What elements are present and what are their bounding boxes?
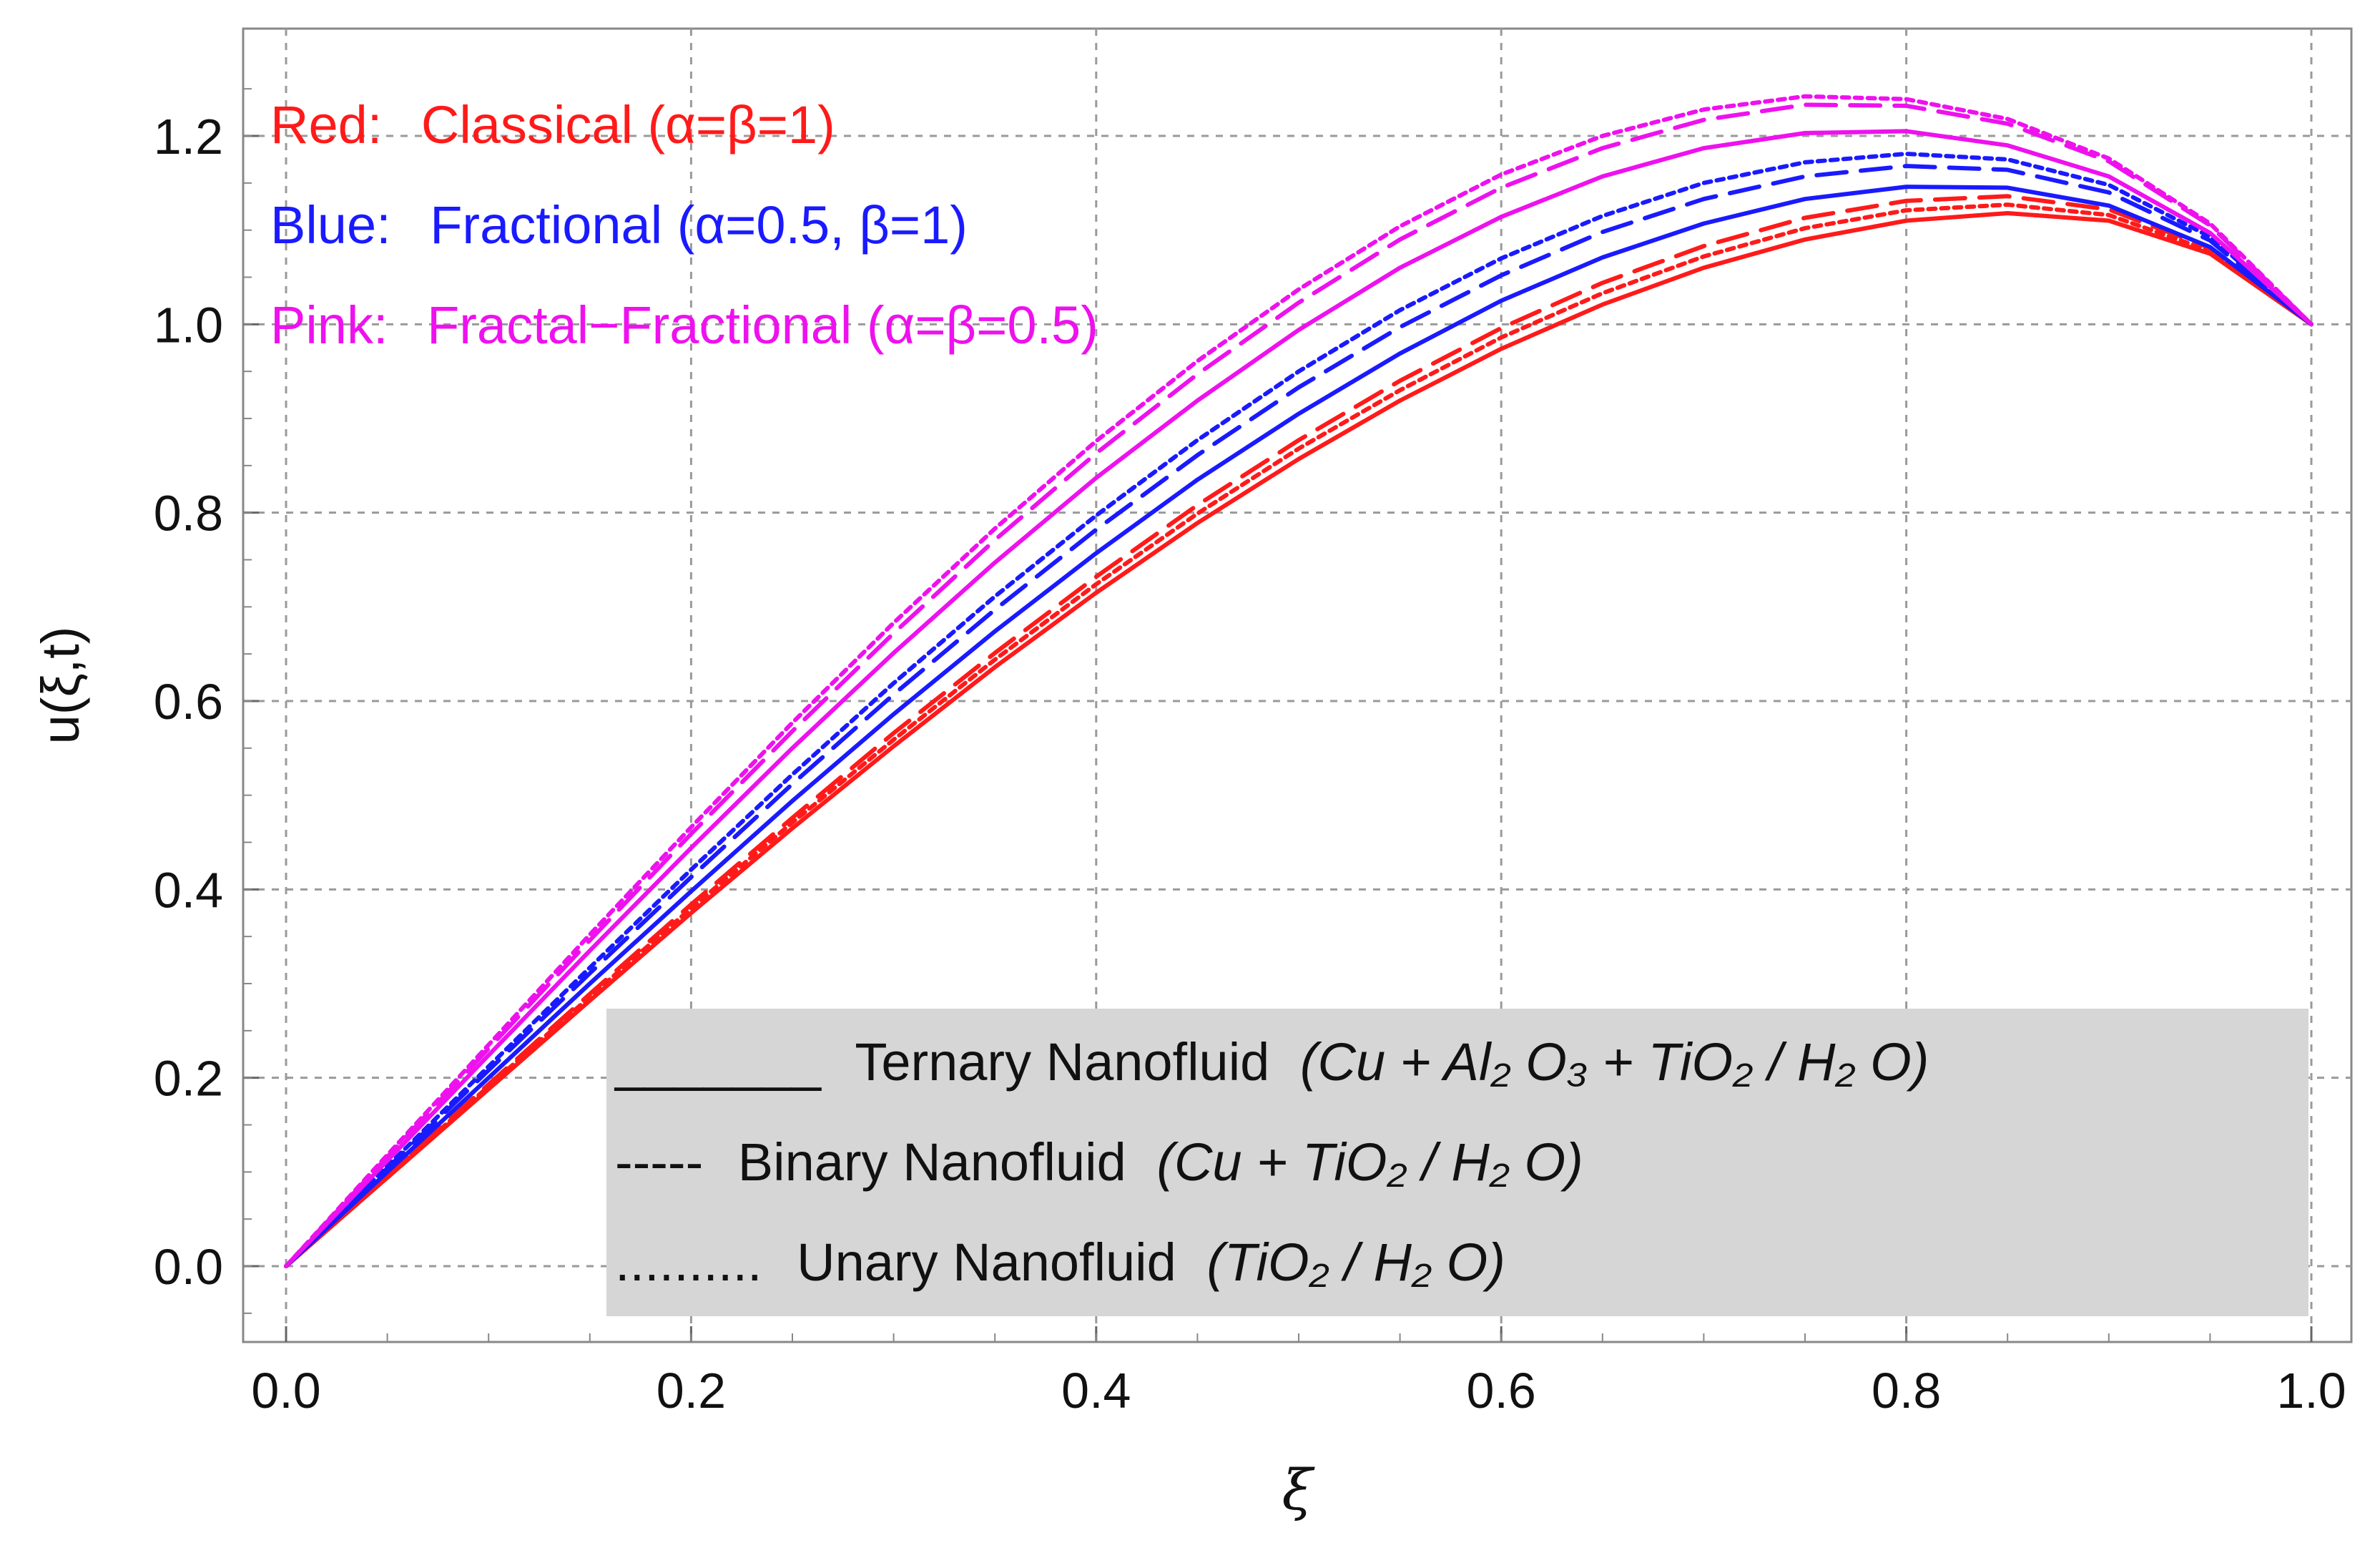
color-note-blue-label: Blue: — [270, 195, 391, 255]
series-lines — [284, 94, 2313, 1268]
legend-symbol-binary: ----- — [615, 1132, 703, 1192]
legend: _______ Ternary Nanofluid (Cu + Al₂ O₃ +… — [606, 1009, 2308, 1316]
series-line — [284, 102, 2313, 1268]
x-tick-label: 0.8 — [1872, 1363, 1941, 1419]
legend-label-unary: Unary Nanofluid — [797, 1233, 1176, 1292]
series-line — [284, 152, 2313, 1268]
y-tick-label: 0.2 — [154, 1051, 223, 1107]
x-tick-label: 0.4 — [1061, 1363, 1131, 1419]
x-axis-label: ξ — [1282, 1459, 1316, 1523]
legend-entry-binary: ----- Binary Nanofluid (Cu + TiO₂ / H₂ O… — [615, 1132, 1583, 1192]
color-note-blue-text: Fractional (α=0.5, β=1) — [430, 195, 968, 255]
y-axis-label: u(ξ,t) — [31, 627, 90, 745]
x-tick-label: 0.2 — [657, 1363, 726, 1419]
series-line — [284, 164, 2313, 1268]
y-tick-label: 1.0 — [154, 297, 223, 353]
color-note-pink: Pink: Fractal−Fractional (α=β=0.5) — [270, 295, 1098, 355]
legend-label-binary: Binary Nanofluid — [738, 1132, 1126, 1192]
legend-entry-unary: .......... Unary Nanofluid (TiO₂ / H₂ O) — [615, 1233, 1505, 1292]
x-tick-label: 0.0 — [251, 1363, 320, 1419]
series-line — [284, 211, 2313, 1268]
color-note-red-label: Red: — [270, 95, 382, 155]
legend-label-ternary: Ternary Nanofluid — [855, 1032, 1269, 1092]
legend-symbol-ternary: _______ — [614, 1032, 822, 1092]
color-note-red: Red: Classical (α=β=1) — [270, 95, 835, 155]
legend-formula-unary: (TiO₂ / H₂ O) — [1206, 1233, 1505, 1292]
axis-ticks: 0.0 0.2 0.4 0.6 0.8 1.0 0.0 0.2 0.4 0.6 0.8 1.0 1.2 — [154, 88, 2346, 1419]
legend-formula-binary: (Cu + TiO₂ / H₂ O) — [1156, 1132, 1583, 1192]
legend-symbol-unary: .......... — [615, 1233, 762, 1292]
y-tick-label: 0.8 — [154, 486, 223, 542]
color-note-pink-label: Pink: — [270, 295, 388, 355]
legend-box — [606, 1009, 2308, 1316]
legend-entry-ternary: _______ Ternary Nanofluid (Cu + Al₂ O₃ +… — [614, 1032, 1929, 1092]
color-notes: Red: Classical (α=β=1) Blue: Fractional … — [270, 95, 1098, 355]
x-tick-label: 0.6 — [1467, 1363, 1536, 1419]
x-tick-label: 1.0 — [2276, 1363, 2346, 1419]
y-tick-label: 0.4 — [154, 862, 223, 918]
color-note-pink-text: Fractal−Fractional (α=β=0.5) — [427, 295, 1098, 355]
series-line — [284, 185, 2313, 1268]
y-tick-label: 1.2 — [154, 109, 223, 165]
series-line — [284, 194, 2313, 1268]
series-line — [284, 94, 2313, 1268]
legend-formula-ternary: (Cu + Al₂ O₃ + TiO₂ / H₂ O) — [1300, 1032, 1929, 1092]
color-note-red-text: Classical (α=β=1) — [421, 95, 835, 155]
series-line — [284, 129, 2313, 1268]
y-tick-label: 0.0 — [154, 1239, 223, 1295]
series-line — [284, 202, 2313, 1268]
y-tick-label: 0.6 — [154, 674, 223, 730]
color-note-blue: Blue: Fractional (α=0.5, β=1) — [270, 195, 968, 255]
